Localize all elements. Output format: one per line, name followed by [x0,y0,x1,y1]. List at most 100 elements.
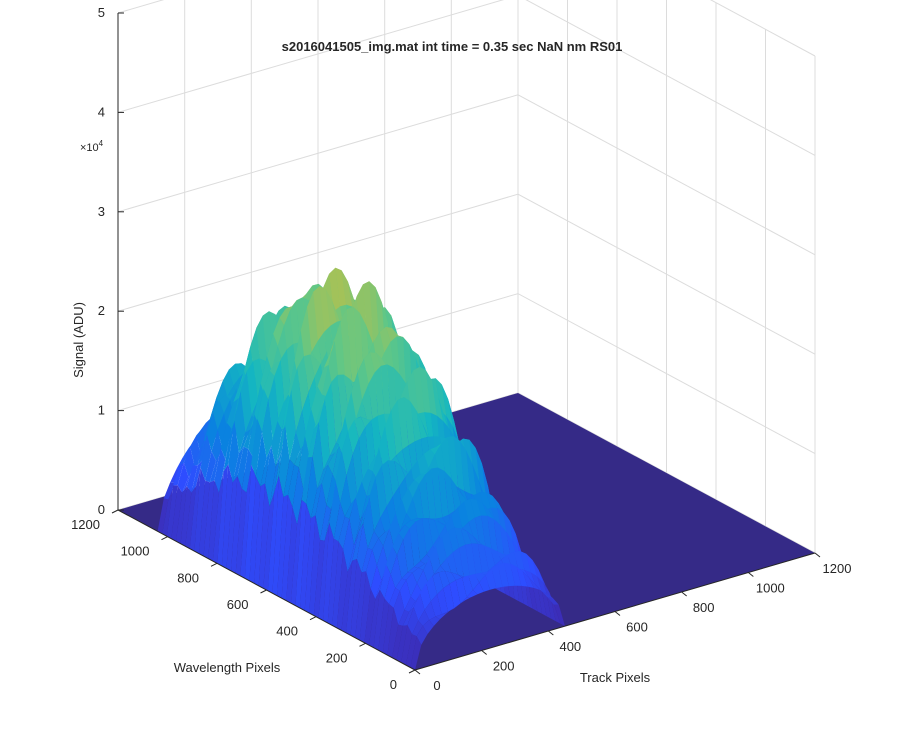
surface-patch [429,616,440,626]
surface-patch [228,363,240,386]
surface-patch [406,572,417,597]
surface-patch [436,517,447,526]
surface-patch [353,306,365,381]
surface-patch [347,281,359,313]
surface-patch [420,582,431,610]
surface-patch [410,583,422,602]
surface-patch [244,464,256,581]
surface-patch [359,571,371,643]
surface-patch [260,445,272,487]
surface-patch [352,523,364,561]
y-axis-label: Wavelength Pixels [174,660,281,675]
surface-patch [382,604,394,656]
surface-patch [479,575,490,592]
surface-patch [482,503,494,519]
surface-patch [268,375,280,442]
surface-patch [469,439,481,488]
surface-patch [199,480,210,557]
x-tick-label: 1000 [756,581,785,596]
surface-patch [329,443,341,457]
surface-patch [472,463,484,499]
surface-patch [219,395,231,414]
surface-patch [453,436,465,492]
surface-patch [352,438,364,497]
surface-patch [386,546,397,575]
surface-patch [484,507,496,520]
surface-patch [425,468,437,519]
surface-patch [435,613,447,620]
surface-patch [437,467,449,518]
surface-patch [226,398,238,429]
surface-patch [441,384,453,427]
surface-patch [419,474,430,519]
surface-patch [375,465,387,518]
surface-patch [318,522,330,621]
surface-patch [394,461,406,487]
surface-patch [242,448,253,493]
surface-patch [214,447,226,493]
surface-patch [318,397,330,471]
surface-patch [220,422,232,460]
surface-patch [194,467,206,554]
surface-patch [315,483,327,540]
surface-patch [366,549,377,589]
surface-patch [285,389,296,460]
surface-patch [429,518,441,523]
surface-patch [373,331,385,368]
surface-patch [271,421,283,467]
surface-patch [400,513,412,531]
surface-patch [430,594,442,617]
surface-patch [225,388,237,400]
surface-patch [408,479,419,498]
surface-patch [163,482,175,500]
surface-patch [217,464,229,566]
surface-patch [465,543,477,578]
surface-patch [446,552,458,575]
surface-patch [310,483,322,519]
surface-patch [265,445,276,507]
surface-patch [468,517,480,543]
surface-patch [434,565,445,574]
surface-patch [368,446,379,472]
surface-patch [405,634,417,668]
surface-patch [311,386,323,427]
surface-patch [263,370,275,400]
surface-patch [213,400,224,430]
surface-patch [392,624,403,661]
surface-patch [417,453,429,483]
surface-patch [373,589,385,651]
z-tick-label: 2 [98,303,105,318]
surface-patch [360,416,372,428]
surface-patch [443,583,455,612]
surface-patch [309,515,321,616]
y-tick-mark [260,589,267,594]
surface-patch [385,409,397,463]
grid-line-z [117,193,816,355]
surface-patch [387,607,399,658]
surface-patch [442,530,453,559]
surface-patch [370,352,381,373]
surface-patch [396,625,408,663]
surface-patch [429,545,441,574]
surface-patch [390,554,402,588]
surface-patch [177,462,189,493]
surface-patch [248,414,260,457]
surface-patch [381,460,393,507]
surface-patch [423,557,435,583]
surface-patch [277,494,288,599]
surface-patch [434,443,446,479]
surface-patch [368,372,380,431]
surface-patch [240,371,252,433]
y-tick-label: 800 [177,570,199,585]
surface-patch [362,383,374,425]
surface-patch [235,363,246,377]
surface-patch [344,497,356,519]
surface-patch [306,456,318,519]
surface-patch [467,531,478,544]
x-tick-label: 800 [693,600,715,615]
surface-patch [307,291,318,352]
surface-patch [410,636,422,670]
surface-patch [239,429,250,453]
surface-patch [323,453,335,471]
